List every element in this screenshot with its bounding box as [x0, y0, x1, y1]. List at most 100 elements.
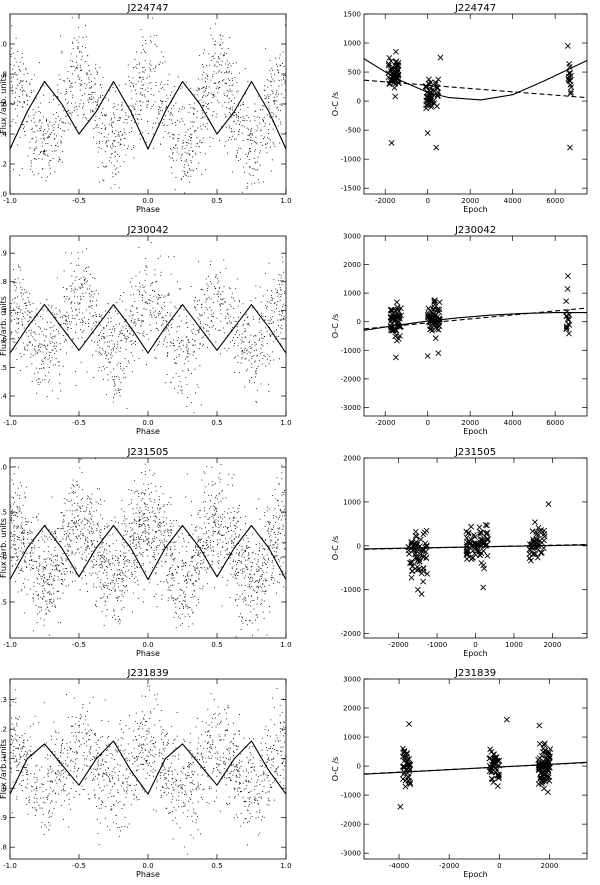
data-point — [86, 248, 87, 250]
data-point — [43, 151, 44, 153]
data-point — [268, 98, 269, 99]
data-point — [215, 519, 217, 521]
data-point — [240, 347, 242, 349]
data-point — [76, 324, 77, 325]
x-marker — [393, 58, 400, 65]
data-point — [265, 272, 266, 274]
data-point — [96, 73, 98, 75]
data-point — [232, 80, 233, 82]
data-point — [185, 496, 187, 498]
data-point — [35, 604, 37, 606]
data-point — [45, 608, 47, 610]
data-point — [155, 327, 157, 329]
data-point — [206, 111, 207, 113]
data-point — [53, 124, 55, 125]
data-point — [114, 156, 116, 157]
data-point — [214, 524, 216, 526]
data-point — [22, 94, 24, 96]
data-point — [39, 62, 40, 64]
data-point — [83, 276, 85, 278]
data-point — [168, 131, 170, 133]
data-point — [10, 506, 12, 508]
data-point — [233, 539, 235, 540]
data-point — [79, 103, 81, 105]
data-point — [246, 115, 248, 116]
data-point — [199, 541, 201, 543]
panel-title: J230042 — [126, 225, 168, 236]
data-point — [148, 533, 150, 535]
data-point — [270, 290, 272, 292]
data-point — [61, 558, 63, 560]
data-point — [118, 362, 120, 364]
data-point — [135, 323, 137, 325]
data-point — [22, 504, 24, 506]
data-point — [43, 137, 45, 139]
data-point — [90, 98, 92, 100]
data-point — [132, 611, 133, 613]
data-point — [69, 80, 70, 82]
data-point — [133, 157, 135, 159]
data-point — [80, 286, 82, 288]
data-point — [160, 307, 162, 308]
data-point — [45, 375, 46, 377]
data-point — [184, 148, 186, 149]
data-point — [112, 616, 113, 618]
data-point — [111, 340, 113, 342]
data-point — [275, 522, 276, 523]
data-point — [163, 343, 164, 345]
data-point — [216, 113, 218, 115]
data-point — [12, 348, 14, 350]
data-point — [66, 533, 67, 534]
data-point — [277, 500, 279, 501]
x-marker — [386, 55, 393, 61]
data-point — [93, 293, 95, 295]
data-point — [199, 315, 201, 317]
data-point — [122, 326, 124, 328]
data-point — [226, 548, 228, 549]
data-point — [102, 379, 104, 380]
data-point — [69, 321, 70, 323]
data-point — [70, 487, 72, 489]
data-point — [189, 353, 191, 355]
data-point — [244, 590, 246, 591]
data-point — [230, 131, 232, 133]
data-point — [210, 309, 212, 311]
data-point — [278, 483, 280, 485]
data-point — [150, 41, 152, 43]
data-point — [282, 306, 283, 308]
data-point — [14, 466, 16, 468]
data-point — [260, 142, 262, 143]
data-point — [66, 296, 68, 298]
data-point — [128, 115, 130, 117]
data-point — [244, 599, 246, 601]
data-point — [181, 623, 183, 625]
data-point — [159, 524, 161, 526]
data-point — [264, 89, 266, 91]
data-point — [186, 145, 188, 147]
data-point — [78, 486, 80, 488]
data-point — [128, 325, 130, 327]
data-point — [268, 391, 270, 392]
data-point — [11, 509, 13, 511]
data-point — [245, 523, 246, 524]
data-point — [166, 355, 168, 357]
data-point — [247, 156, 248, 157]
data-point — [256, 368, 258, 369]
data-point — [248, 323, 250, 324]
data-point — [144, 270, 146, 272]
data-point — [75, 536, 77, 537]
data-point — [55, 358, 57, 359]
data-point — [254, 161, 256, 163]
data-point — [242, 617, 243, 618]
data-point — [74, 302, 75, 304]
data-point — [88, 323, 89, 324]
data-point — [197, 317, 199, 319]
data-point — [71, 310, 73, 312]
data-point — [275, 542, 276, 544]
data-point — [120, 363, 121, 364]
data-point — [159, 107, 161, 109]
data-point — [96, 528, 98, 529]
data-point — [70, 328, 72, 329]
data-point — [11, 90, 13, 92]
data-point — [254, 199, 255, 200]
